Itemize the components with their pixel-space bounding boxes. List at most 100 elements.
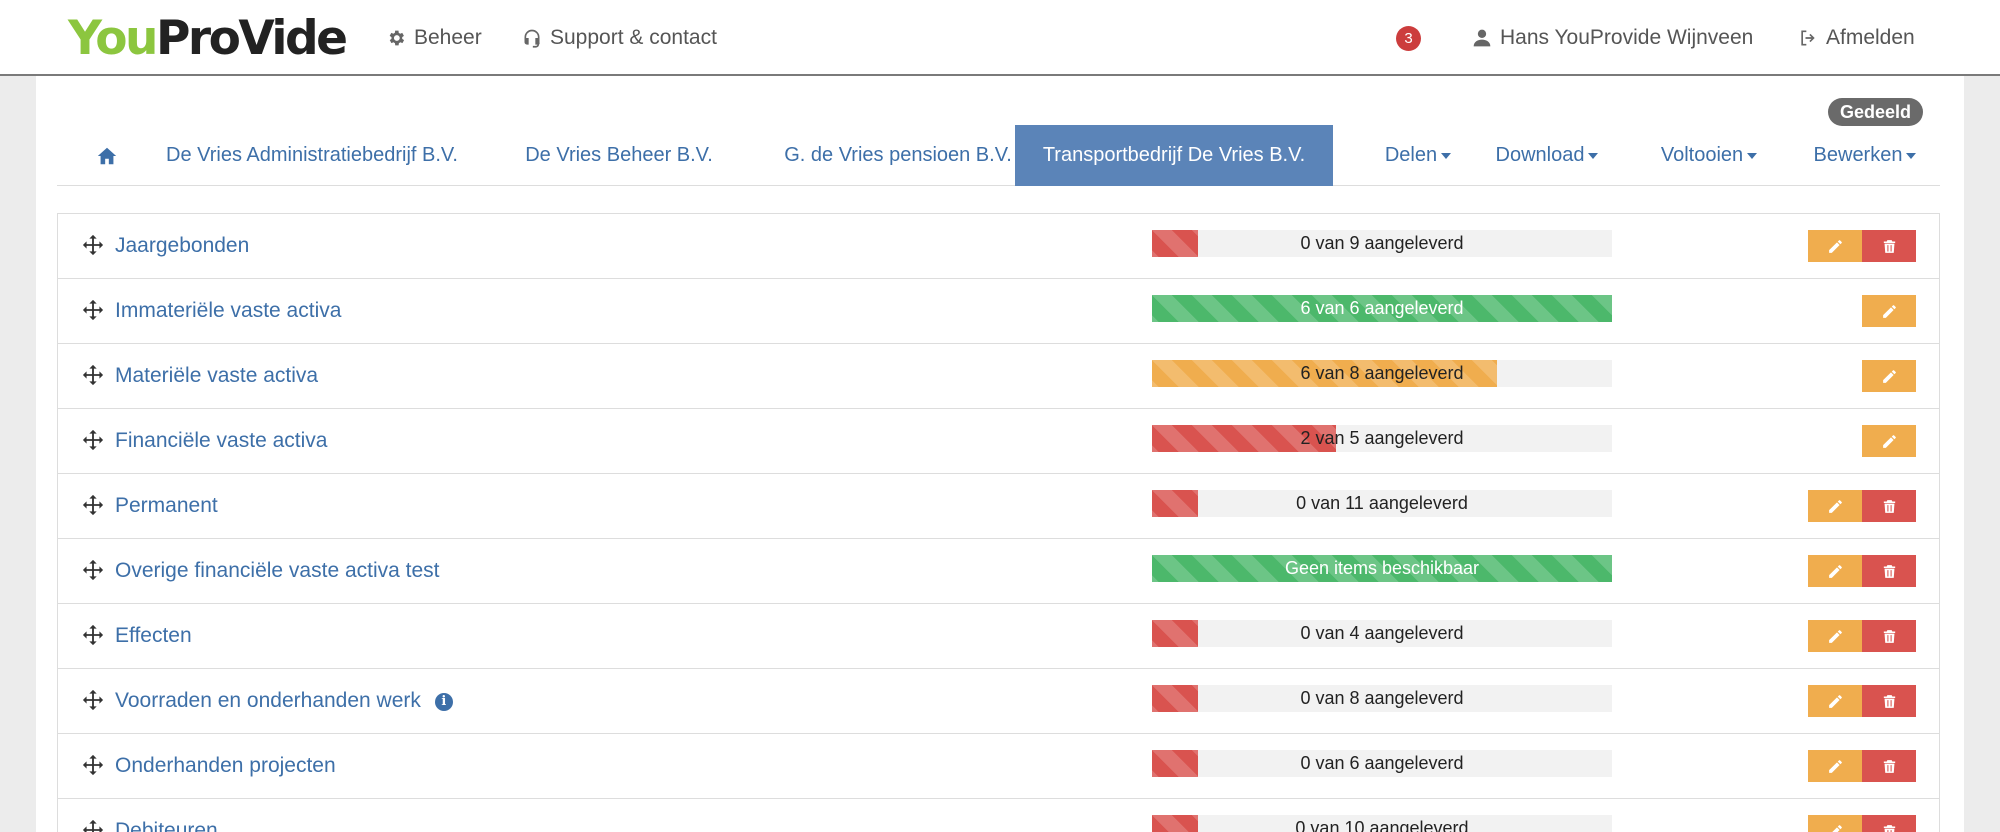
share-label: Delen [1384,144,1438,166]
edit-button[interactable] [1808,750,1862,782]
share-dropdown[interactable]: Delen [1373,125,1463,186]
app-logo[interactable]: YouProVide [68,11,348,66]
pencil-icon [1828,694,1842,708]
progress-fill [1152,360,1497,387]
progress-fill [1152,815,1198,832]
progress-fill [1152,230,1198,257]
list-item-title[interactable]: Permanent [115,492,218,520]
pencil-icon [1882,434,1896,448]
progress-label: 0 van 10 aangeleverd [1295,818,1469,832]
move-icon[interactable] [82,689,104,711]
move-icon[interactable] [82,234,104,256]
move-icon[interactable] [82,364,104,386]
category-list: Jaargebonden 0 van 9 aangeleverd Immaterië… [57,213,1940,832]
progress-bar: 0 van 4 aangeleverd [1152,620,1612,647]
list-item-title[interactable]: Immateriële vaste activa [115,297,341,325]
download-dropdown[interactable]: Download [1487,125,1607,186]
list-item-title[interactable]: Onderhanden projecten [115,752,336,780]
list-item-title-text: Materiële vaste activa [115,364,319,387]
caret-down-icon [1588,152,1599,159]
edit-button[interactable] [1808,555,1862,587]
list-item-title[interactable]: Debiteuren [115,817,218,832]
edit-button[interactable] [1862,425,1916,457]
trash-icon [1883,239,1895,253]
move-icon[interactable] [82,754,104,776]
complete-dropdown[interactable]: Voltooien [1647,125,1771,186]
list-item-title-text: Onderhanden projecten [115,754,336,777]
pencil-icon [1828,564,1842,578]
nav-beheer[interactable]: Beheer [386,24,482,52]
list-item: Debiteuren 0 van 10 aangeleverd [58,799,1939,832]
nav-logout[interactable]: Afmelden [1798,24,1915,52]
delete-button[interactable] [1862,230,1916,262]
delete-button[interactable] [1862,750,1916,782]
progress-label: Geen items beschikbaar [1284,558,1480,578]
progress-bar: 2 van 5 aangeleverd [1152,425,1612,452]
pencil-icon [1828,629,1842,643]
nav-user[interactable]: Hans YouProvide Wijnveen [1472,24,1753,52]
pencil-icon [1882,369,1896,383]
tab-company-4-active[interactable]: Transportbedrijf De Vries B.V. [1015,125,1333,186]
edit-button[interactable] [1862,295,1916,327]
list-item-title-text: Effecten [115,624,192,647]
company-tabs: De Vries Administratiebedrijf B.V. De Vr… [57,125,1940,186]
move-icon[interactable] [82,429,104,451]
tab-company-3[interactable]: G. de Vries pensioen B.V. [784,144,1012,166]
list-item: Permanent 0 van 11 aangeleverd [58,474,1939,539]
list-item-title-text: Overige financiële vaste activa test [115,559,440,582]
nav-user-name: Hans YouProvide Wijnveen [1500,26,1754,49]
trash-icon [1883,629,1895,643]
delete-button[interactable] [1862,815,1916,832]
progress-fill [1152,490,1198,517]
progress-label: 0 van 9 aangeleverd [1300,233,1464,253]
list-item: Financiële vaste activa 2 van 5 aangeleve… [58,409,1939,474]
nav-support[interactable]: Support & contact [522,24,717,52]
progress-label: 0 van 4 aangeleverd [1300,623,1464,643]
edit-button[interactable] [1808,490,1862,522]
edit-button[interactable] [1808,620,1862,652]
notification-badge[interactable]: 3 [1396,26,1421,51]
tab-home[interactable] [77,125,137,186]
tab-company-1[interactable]: De Vries Administratiebedrijf B.V. [166,144,458,166]
edit-dropdown[interactable]: Bewerken [1803,125,1927,186]
move-icon[interactable] [82,559,104,581]
edit-button[interactable] [1808,230,1862,262]
move-icon[interactable] [82,624,104,646]
list-item-title[interactable]: Overige financiële vaste activa test [115,557,440,585]
progress-fill [1152,425,1336,452]
delete-button[interactable] [1862,685,1916,717]
edit-button[interactable] [1808,815,1862,832]
pencil-icon [1831,824,1842,832]
info-icon[interactable]: i [434,693,453,711]
delete-button[interactable] [1862,555,1916,587]
list-item-title[interactable]: Voorraden en onderhanden werk i [115,687,453,715]
logo-provide: ProVide [155,11,348,66]
user-icon [1473,29,1491,47]
caret-down-icon [1747,152,1758,159]
edit-button[interactable] [1862,360,1916,392]
progress-label: 6 van 8 aangeleverd [1300,363,1464,383]
list-item-title[interactable]: Financiële vaste activa [115,427,327,455]
delete-button[interactable] [1862,620,1916,652]
progress-label: 6 van 6 aangeleverd [1300,298,1464,318]
progress-bar: Geen items beschikbaar [1152,555,1612,582]
move-icon[interactable] [82,819,104,832]
logo-you: You [68,11,158,66]
list-item-title-text: Financiële vaste activa [115,429,328,452]
list-item-title[interactable]: Effecten [115,622,192,650]
list-item-title[interactable]: Jaargebonden [115,232,249,260]
progress-label: 0 van 8 aangeleverd [1300,688,1464,708]
top-navbar: YouProVide Beheer Support & contact 3 Ha… [0,0,2000,76]
list-item-title[interactable]: Materiële vaste activa [115,362,318,390]
move-icon[interactable] [82,494,104,516]
caret-down-icon [1906,152,1917,159]
edit-button[interactable] [1808,685,1862,717]
headset-icon [524,29,540,48]
progress-bar: 6 van 8 aangeleverd [1152,360,1612,387]
move-icon[interactable] [82,299,104,321]
delete-button[interactable] [1862,490,1916,522]
list-item-title-text: Permanent [115,494,218,517]
trash-icon [1883,824,1895,832]
tab-company-2[interactable]: De Vries Beheer B.V. [525,144,713,166]
progress-bar: 0 van 11 aangeleverd [1152,490,1612,517]
